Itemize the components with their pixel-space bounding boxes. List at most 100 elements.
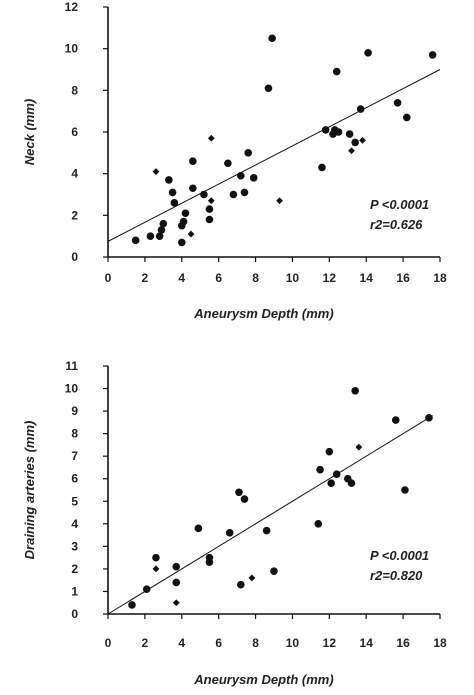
data-point — [425, 414, 433, 422]
x-tick-label: 10 — [286, 271, 300, 285]
data-point — [347, 479, 356, 488]
x-tick-label: 14 — [360, 271, 374, 285]
data-point — [401, 486, 409, 494]
r2-annotation: r2=0.820 — [370, 568, 423, 583]
x-tick-label: 6 — [215, 271, 222, 285]
data-point — [146, 232, 155, 240]
data-point — [270, 567, 278, 575]
y-tick-label: 4 — [71, 167, 78, 181]
data-point — [332, 470, 341, 479]
data-point — [393, 99, 402, 107]
x-tick-label: 16 — [396, 636, 410, 650]
data-point — [403, 113, 411, 122]
x-tick-label: 8 — [252, 636, 259, 650]
x-tick-label: 0 — [105, 271, 112, 285]
data-point — [321, 126, 330, 134]
regression-line — [107, 69, 441, 242]
data-point — [179, 217, 188, 226]
data-point — [157, 226, 166, 234]
data-point — [327, 479, 335, 488]
data-point — [237, 171, 245, 180]
y-tick-label: 0 — [71, 607, 78, 621]
data-point — [318, 163, 326, 172]
y-tick-label: 5 — [71, 494, 78, 508]
data-point-diamond — [276, 197, 283, 205]
data-point — [332, 67, 341, 76]
data-point — [152, 553, 160, 562]
x-tick-label: 18 — [433, 636, 447, 650]
x-tick-label: 6 — [215, 636, 222, 650]
data-point-diamond — [152, 168, 160, 175]
data-point-diamond — [207, 134, 215, 142]
y-tick-label: 8 — [71, 427, 78, 441]
data-point — [356, 105, 365, 113]
x-tick-label: 10 — [286, 636, 300, 650]
data-point — [189, 184, 197, 193]
y-tick-label: 3 — [71, 539, 78, 553]
y-tick-label: 2 — [71, 562, 78, 576]
p-value-annotation: P <0.0001 — [370, 548, 429, 563]
y-tick-label: 4 — [71, 517, 78, 531]
x-axis-title: Aneurysm Depth (mm) — [193, 672, 333, 687]
data-point — [225, 529, 234, 537]
data-point — [351, 387, 359, 395]
data-point — [364, 49, 372, 57]
y-tick-label: 9 — [71, 404, 78, 418]
x-tick-label: 4 — [178, 271, 185, 285]
x-tick-label: 18 — [433, 271, 447, 285]
data-point — [172, 578, 181, 587]
data-point — [200, 190, 208, 199]
p-value-annotation: P <0.0001 — [370, 197, 429, 212]
data-point — [268, 34, 276, 43]
data-point — [170, 199, 179, 207]
data-point — [142, 585, 151, 593]
data-point — [131, 236, 140, 245]
x-tick-label: 14 — [360, 636, 374, 650]
data-point-diamond — [359, 136, 366, 144]
data-point — [128, 601, 136, 609]
data-point — [177, 238, 186, 247]
data-point — [229, 190, 238, 199]
data-point — [244, 149, 252, 157]
data-point — [205, 215, 214, 224]
x-tick-label: 2 — [142, 636, 149, 650]
data-point — [159, 219, 168, 228]
data-point — [240, 188, 249, 197]
data-point-diamond — [348, 147, 355, 155]
regression-line — [107, 415, 433, 615]
y-tick-label: 10 — [65, 382, 79, 396]
data-point — [240, 495, 249, 503]
data-point — [224, 159, 232, 168]
data-point — [181, 209, 190, 218]
data-point-diamond — [187, 230, 195, 238]
data-point-diamond — [207, 197, 215, 205]
data-point — [334, 128, 343, 136]
y-tick-label: 6 — [71, 472, 78, 486]
data-point — [314, 520, 323, 528]
data-point — [235, 488, 243, 497]
data-point-diamond — [355, 443, 363, 451]
data-point — [172, 562, 181, 571]
data-point — [262, 526, 271, 535]
data-point — [351, 138, 359, 147]
data-point — [237, 580, 245, 589]
data-point — [205, 205, 214, 213]
data-point — [189, 157, 197, 165]
r2-annotation: r2=0.626 — [370, 217, 423, 232]
data-point — [249, 174, 258, 182]
y-tick-label: 1 — [71, 584, 78, 598]
data-point-diamond — [172, 599, 180, 607]
data-point-diamond — [152, 565, 160, 573]
neck-vs-depth-chart: 0 2 4 6 8 10 12 14 16 18 0 2 4 6 8 10 12 Aneurysm Depth (… — [22, 0, 447, 321]
y-tick-label: 8 — [71, 83, 78, 97]
data-point — [205, 558, 214, 566]
y-tick-label: 12 — [65, 0, 79, 14]
data-point — [345, 130, 354, 138]
data-point — [165, 176, 173, 184]
y-tick-label: 7 — [71, 449, 78, 463]
data-point — [325, 447, 334, 456]
data-point — [194, 524, 203, 533]
x-tick-label: 0 — [105, 636, 112, 650]
